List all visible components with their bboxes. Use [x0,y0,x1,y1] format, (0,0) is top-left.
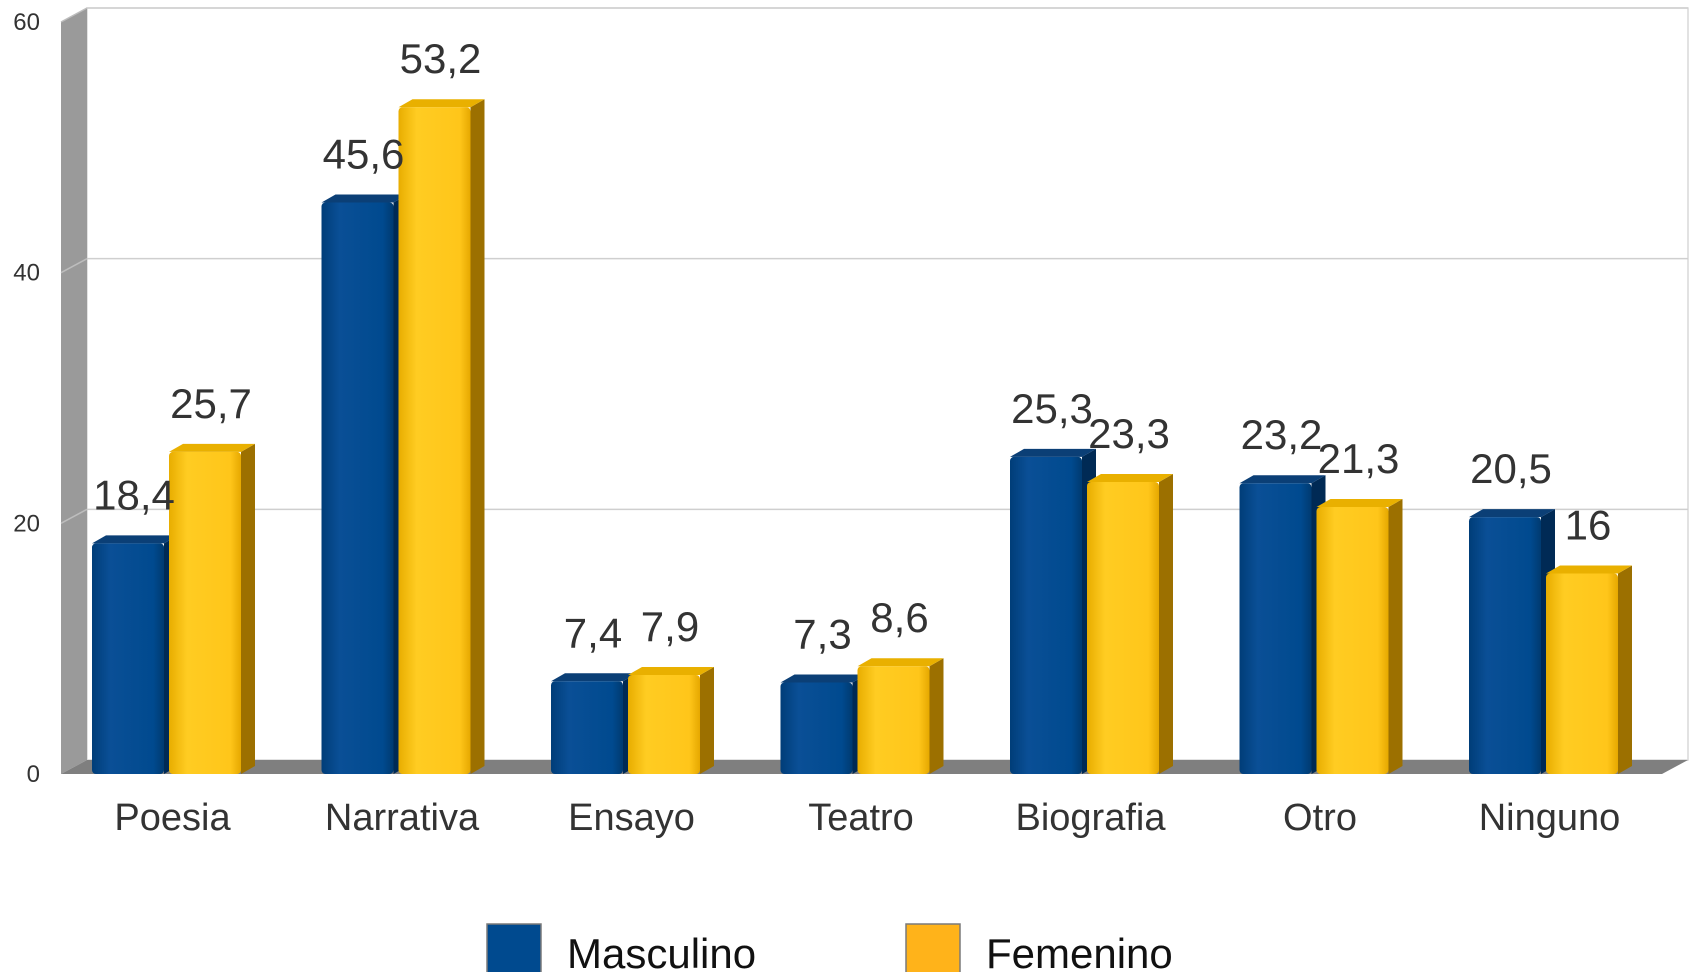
data-labels: 18,4 25,7 45,6 53,2 7,4 7,9 7,3 8,6 25,323,3 23,2… [93,35,1611,657]
bar-front [321,202,394,775]
data-label: 18,4 [93,471,175,518]
bar-side [1618,565,1632,774]
bar-top [1087,473,1173,482]
y-tick-label: 40 [13,260,40,287]
side-wall [61,8,87,774]
data-label: 7,3 [793,611,851,658]
bar-masculino-ensayo [551,673,637,774]
bar-side [470,99,485,774]
bar-femenino-biografia [1087,473,1173,774]
bar-front [169,451,241,774]
x-category-label: Ensayo [568,797,695,839]
gridline-side [60,7,88,23]
x-category-label: Teatro [808,797,914,839]
bar-front [780,682,853,774]
data-label: 8,6 [870,594,928,641]
bar-top [780,674,867,683]
bar-top [398,99,485,108]
bar-masculino-teatro [780,674,867,774]
data-label: 23,2 [1241,411,1323,458]
legend-label: Masculino [567,930,756,972]
bar-top [1010,448,1096,457]
legend-label: Femenino [986,930,1173,972]
bar-femenino-narrativa [398,99,485,774]
bar-front [1087,481,1159,774]
bar-side [929,658,944,774]
y-tick-label: 20 [13,510,40,537]
bar-front [1469,517,1541,774]
bar-top [169,443,255,452]
bar-femenino-otro [1316,499,1403,774]
legend-item-femenino: Femenino [905,923,1173,972]
bar-masculino-narrativa [321,194,408,775]
bar-side [241,443,255,774]
bar-top [857,658,944,667]
bar-masculino-otro [1239,475,1326,774]
legend: Masculino Femenino [486,923,1173,972]
bar-side [700,666,714,774]
data-label: 25,3 [1011,385,1093,432]
bar-masculino-biografia [1010,448,1096,774]
bar-top [551,673,637,682]
x-category-label: Poesia [114,797,231,839]
legend-swatch [905,923,961,972]
bar-top [1239,475,1326,484]
bar-front [628,674,700,774]
bar-front [92,543,164,774]
legend-item-masculino: Masculino [486,923,756,972]
bar-femenino-ensayo [628,666,714,774]
data-label: 7,9 [641,603,699,650]
bar-femenino-ninguno [1546,565,1632,774]
bar-top [92,535,178,544]
bar-top [1316,499,1403,508]
bar-front [551,681,623,774]
data-label: 16 [1565,501,1612,548]
legend-swatch [486,923,542,972]
x-category-label: Narrativa [325,797,480,839]
data-label: 53,2 [400,35,482,82]
bar-top [1469,509,1555,518]
x-category-label: Otro [1283,797,1357,839]
bar-front [398,107,471,774]
bar-front [1010,456,1082,774]
x-category-label: Biografia [1016,797,1167,839]
y-tick-label: 60 [13,9,40,36]
bar-femenino-teatro [857,658,944,774]
bar-top [321,194,408,203]
bar-masculino-ninguno [1469,509,1555,774]
bar-front [857,666,930,774]
bar-masculino-poesia [92,535,178,774]
data-label: 7,4 [564,609,622,656]
x-category-label: Ninguno [1479,797,1621,839]
gridline-side [60,508,88,524]
bar-femenino-poesia [169,443,255,774]
x-axis-categories: Poesia Narrativa Ensayo Teatro Biografia Otro… [114,797,1620,839]
gridline-side [60,258,88,274]
y-tick-label: 0 [27,761,40,788]
data-label: 45,6 [323,130,405,177]
bar-side [1159,473,1173,774]
bar-top [628,666,714,675]
bar-front [1316,507,1389,774]
bar-side [1388,499,1403,774]
data-label: 21,3 [1318,435,1400,482]
bars [92,99,1632,775]
data-label: 23,3 [1088,410,1170,457]
data-label: 20,5 [1470,445,1552,492]
data-label: 25,7 [170,380,252,427]
y-axis-ticks: 0 20 40 60 [13,9,40,788]
bar-front [1239,483,1312,774]
bar-front [1546,573,1618,774]
bar-top [1546,565,1632,574]
